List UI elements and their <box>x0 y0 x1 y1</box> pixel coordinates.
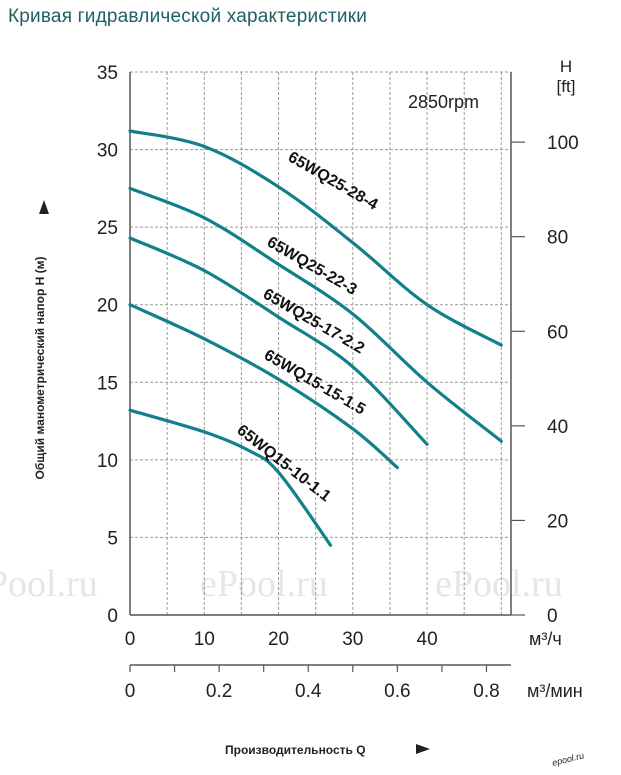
speed-label: 2850rpm <box>408 92 479 112</box>
page-title: Кривая гидравлической характеристики <box>8 6 368 27</box>
curve-label: 65WQ15-10-1.1 <box>234 422 334 506</box>
curve-65WQ15-15-1.5 <box>128 303 399 470</box>
y-axis-title: Общий манометрический напор H (м) <box>33 256 47 479</box>
x-top-tick-label: 40 <box>417 629 438 650</box>
y-right-unit-label: H <box>560 57 572 76</box>
x-axis-title: Производительность Q <box>225 743 366 757</box>
x-axis-arrow-icon <box>416 744 430 754</box>
x-bottom-tick-label: 0.6 <box>384 681 410 702</box>
y-right-tick-label: 0 <box>547 606 558 627</box>
curve-label: 65WQ25-28-4 <box>285 149 381 214</box>
y-right-tick-label: 60 <box>547 322 568 343</box>
curve-65WQ25-28-4 <box>128 129 503 347</box>
y-tick-label: 5 <box>107 528 118 549</box>
x-bottom-tick-label: 0.8 <box>473 681 499 702</box>
x-bottom-tick-label: 0.4 <box>295 681 322 702</box>
watermark-text: ePool.ru <box>435 563 563 605</box>
y-tick-label: 35 <box>97 63 118 84</box>
y-tick-label: 25 <box>97 218 118 239</box>
curve-65WQ25-17-2.2 <box>128 236 429 446</box>
x-top-tick-label: 10 <box>194 629 215 650</box>
y-tick-label: 10 <box>97 451 118 472</box>
y-right-unit-label: [ft] <box>557 77 576 96</box>
watermark-text: ePool.ru <box>0 563 98 605</box>
y-tick-label: 20 <box>97 296 118 317</box>
x-top-tick-label: 30 <box>342 629 363 650</box>
x-bottom-unit-label: м³/мин <box>527 681 583 701</box>
x-top-tick-label: 0 <box>125 629 136 650</box>
y-tick-label: 30 <box>97 141 118 162</box>
y-right-tick-label: 80 <box>547 228 568 249</box>
y-axis-arrow-icon <box>39 200 49 214</box>
x-top-tick-label: 20 <box>268 629 289 650</box>
curve-65WQ25-22-3 <box>128 186 503 443</box>
corner-logo: epool.ru <box>551 750 585 768</box>
y-right-tick-label: 100 <box>547 133 579 154</box>
y-tick-label: 15 <box>97 373 118 394</box>
y-right-tick-label: 40 <box>547 417 568 438</box>
curve-65WQ15-10-1.1 <box>128 408 333 547</box>
y-right-tick-label: 20 <box>547 511 568 532</box>
x-top-unit-label: м³/ч <box>529 629 562 649</box>
x-bottom-tick-label: 0 <box>125 681 136 702</box>
y-tick-label: 0 <box>107 606 118 627</box>
watermark-text: ePool.ru <box>200 563 328 605</box>
x-bottom-tick-label: 0.2 <box>206 681 232 702</box>
